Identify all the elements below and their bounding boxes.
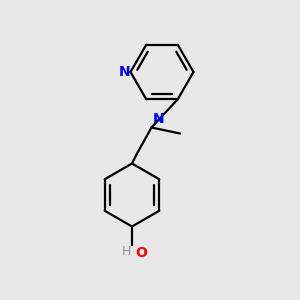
Text: N: N bbox=[118, 65, 130, 79]
Text: O: O bbox=[135, 246, 147, 260]
Text: H: H bbox=[122, 244, 131, 258]
Text: N: N bbox=[153, 112, 165, 126]
